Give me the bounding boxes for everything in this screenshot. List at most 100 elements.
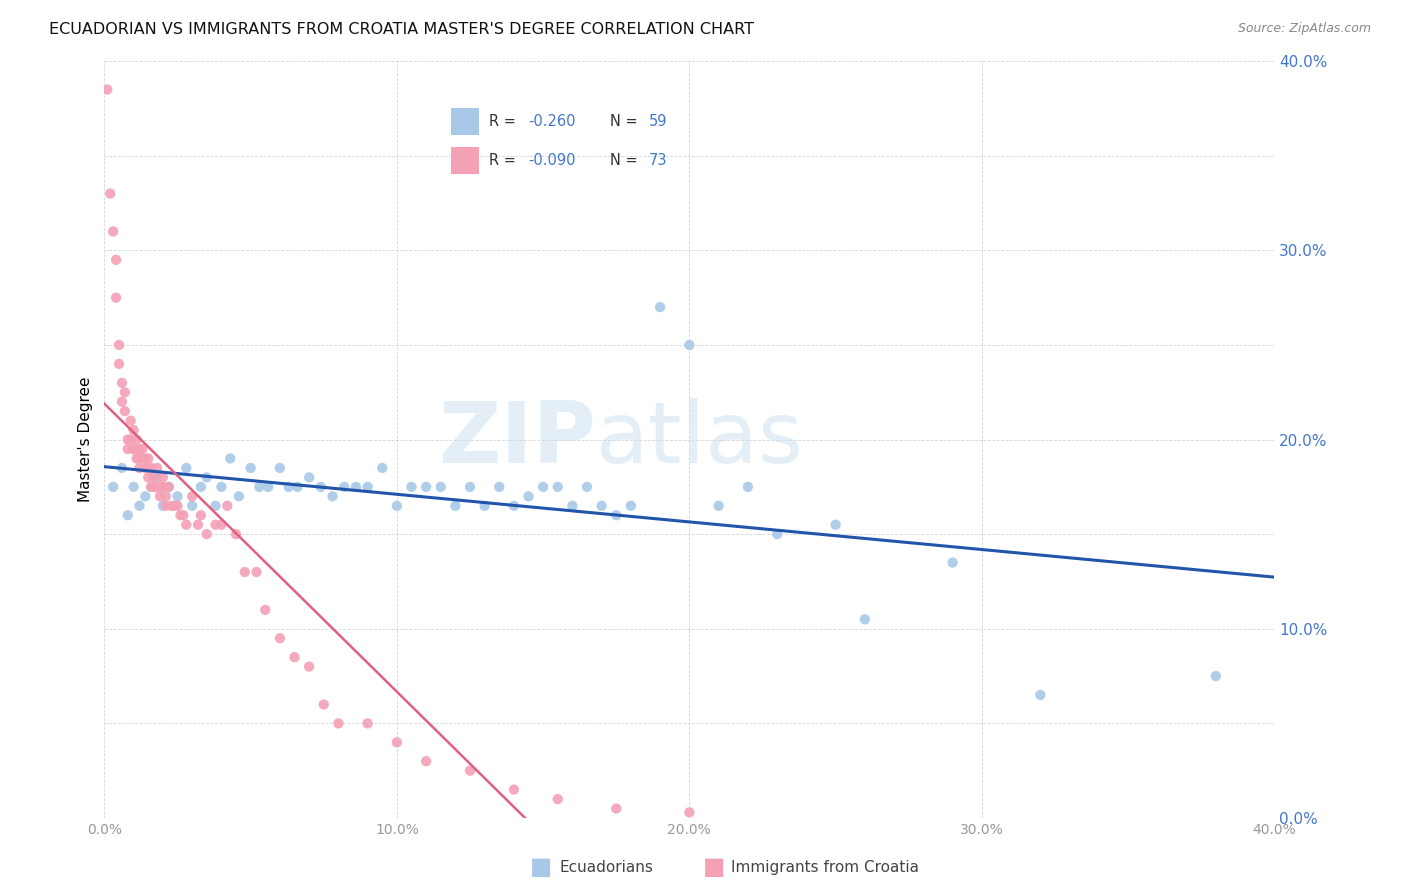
- Point: [111, 376, 134, 390]
- Point: [217, 499, 239, 513]
- Point: [108, 338, 131, 352]
- Point: [166, 499, 188, 513]
- Text: R =: R =: [489, 153, 522, 169]
- Point: [620, 499, 643, 513]
- Point: [117, 508, 139, 523]
- Point: [114, 385, 136, 400]
- Point: [678, 805, 700, 820]
- Point: [172, 508, 194, 523]
- Text: Source: ZipAtlas.com: Source: ZipAtlas.com: [1237, 22, 1371, 36]
- Point: [128, 461, 150, 475]
- Point: [155, 489, 177, 503]
- Point: [157, 480, 180, 494]
- Point: [269, 461, 291, 475]
- Point: [502, 782, 524, 797]
- Point: [247, 480, 270, 494]
- Text: Ecuadorians: Ecuadorians: [560, 860, 654, 874]
- Point: [269, 632, 291, 646]
- Point: [254, 603, 277, 617]
- Point: [122, 442, 145, 456]
- Point: [143, 480, 166, 494]
- Point: [474, 499, 496, 513]
- Point: [605, 508, 627, 523]
- Point: [141, 480, 163, 494]
- Point: [401, 480, 423, 494]
- Point: [134, 489, 156, 503]
- Point: [429, 480, 451, 494]
- Point: [605, 801, 627, 815]
- Point: [146, 470, 169, 484]
- Point: [942, 556, 965, 570]
- Point: [190, 508, 212, 523]
- Point: [181, 499, 204, 513]
- Point: [155, 499, 177, 513]
- Point: [458, 764, 481, 778]
- Point: [187, 517, 209, 532]
- Point: [591, 499, 613, 513]
- Point: [157, 480, 180, 494]
- Text: atlas: atlas: [596, 398, 804, 481]
- Point: [181, 489, 204, 503]
- Point: [120, 433, 142, 447]
- Text: ECUADORIAN VS IMMIGRANTS FROM CROATIA MASTER'S DEGREE CORRELATION CHART: ECUADORIAN VS IMMIGRANTS FROM CROATIA MA…: [49, 22, 754, 37]
- Point: [152, 499, 174, 513]
- Point: [146, 480, 169, 494]
- Point: [344, 480, 367, 494]
- Point: [122, 423, 145, 437]
- Point: [174, 517, 197, 532]
- Text: N =: N =: [610, 153, 643, 169]
- Point: [444, 499, 467, 513]
- Point: [122, 442, 145, 456]
- Point: [219, 451, 242, 466]
- Point: [385, 499, 408, 513]
- Point: [125, 433, 148, 447]
- Text: -0.090: -0.090: [527, 153, 575, 169]
- Point: [141, 461, 163, 475]
- Point: [312, 698, 335, 712]
- Point: [298, 659, 321, 673]
- Point: [356, 480, 378, 494]
- Point: [766, 527, 789, 541]
- Point: [257, 480, 280, 494]
- Point: [371, 461, 394, 475]
- Point: [737, 480, 759, 494]
- Point: [707, 499, 730, 513]
- Point: [283, 650, 305, 665]
- Text: 59: 59: [648, 114, 666, 129]
- Point: [114, 404, 136, 418]
- Point: [204, 499, 226, 513]
- Point: [143, 470, 166, 484]
- Point: [117, 433, 139, 447]
- Point: [166, 489, 188, 503]
- Point: [149, 480, 172, 494]
- Point: [385, 735, 408, 749]
- Point: [128, 499, 150, 513]
- Point: [111, 394, 134, 409]
- Point: [141, 480, 163, 494]
- Point: [160, 499, 183, 513]
- Text: ■: ■: [703, 855, 725, 879]
- Point: [415, 754, 437, 768]
- Point: [125, 451, 148, 466]
- Point: [174, 461, 197, 475]
- Point: [458, 480, 481, 494]
- Text: Immigrants from Croatia: Immigrants from Croatia: [731, 860, 920, 874]
- Point: [239, 461, 262, 475]
- Point: [1205, 669, 1227, 683]
- Point: [678, 338, 700, 352]
- Text: N =: N =: [610, 114, 643, 129]
- Point: [853, 612, 876, 626]
- Point: [105, 291, 128, 305]
- Point: [195, 527, 218, 541]
- Point: [502, 499, 524, 513]
- Point: [298, 470, 321, 484]
- Bar: [451, 147, 478, 175]
- Point: [561, 499, 583, 513]
- Point: [233, 565, 256, 579]
- Point: [322, 489, 344, 503]
- Point: [131, 451, 153, 466]
- Text: -0.260: -0.260: [527, 114, 575, 129]
- Point: [163, 499, 186, 513]
- Point: [1029, 688, 1052, 702]
- Point: [101, 480, 124, 494]
